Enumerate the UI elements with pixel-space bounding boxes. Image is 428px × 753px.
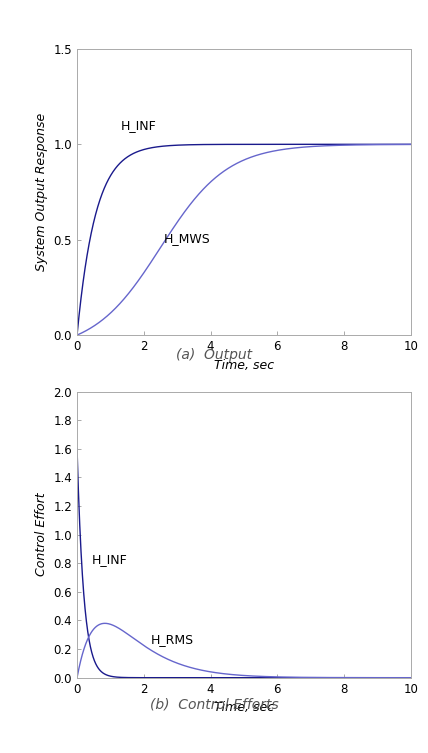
Text: H_MWS: H_MWS [164, 232, 211, 245]
Text: H_INF: H_INF [92, 553, 128, 566]
Text: H_RMS: H_RMS [151, 633, 193, 646]
Y-axis label: System Output Response: System Output Response [35, 113, 48, 271]
X-axis label: Time, sec: Time, sec [214, 701, 274, 714]
X-axis label: Time, sec: Time, sec [214, 358, 274, 371]
Text: (a)  Output: (a) Output [176, 349, 252, 362]
Y-axis label: Control Effort: Control Effort [35, 492, 48, 577]
Text: H_INF: H_INF [120, 119, 156, 132]
Text: (b)  Control Efforts: (b) Control Efforts [150, 697, 278, 711]
